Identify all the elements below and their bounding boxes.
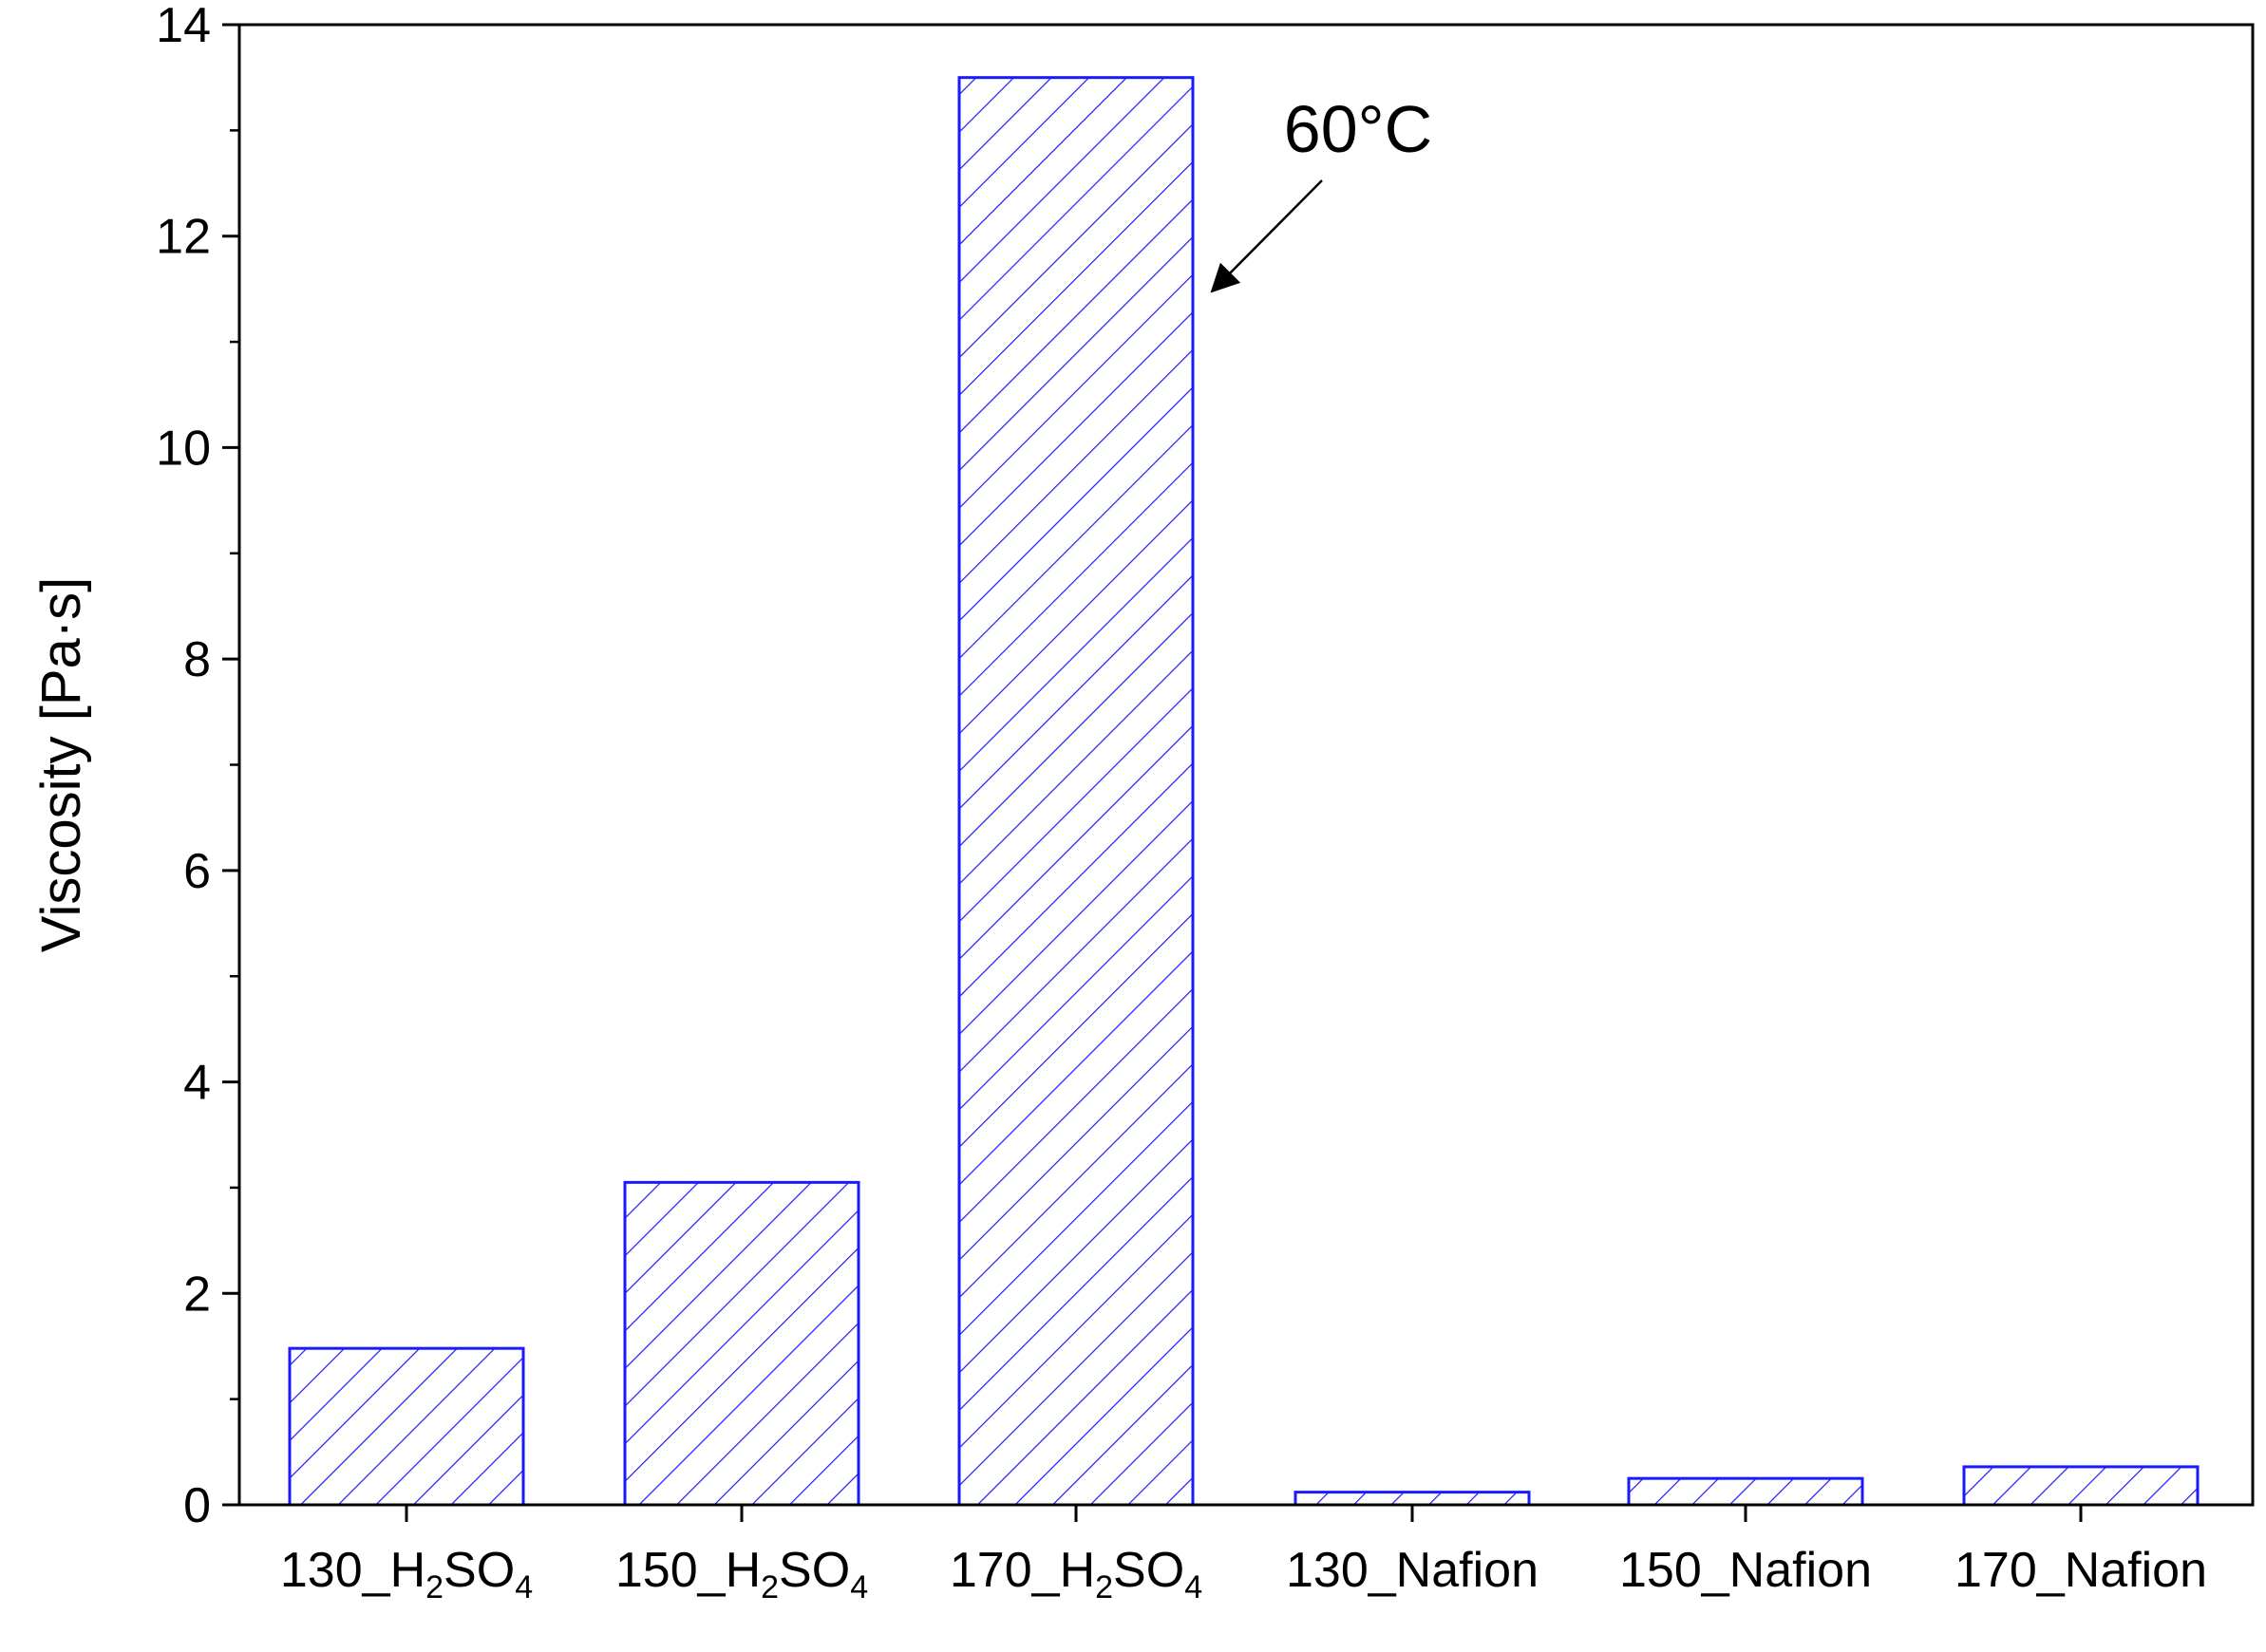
- x-category-label: 170_Nafion: [1954, 1543, 2207, 1598]
- y-axis-title: Viscosity [Pa·s]: [30, 577, 92, 952]
- y-tick-label: 8: [183, 632, 211, 687]
- bar-0: [288, 1346, 525, 1507]
- y-tick-label: 10: [156, 421, 211, 476]
- annotation-label: 60°C: [1284, 92, 1432, 166]
- annotation-arrow: [1210, 179, 1323, 293]
- x-category-label: 170_H2SO4: [950, 1543, 1202, 1605]
- x-category-label: 130_Nafion: [1286, 1543, 1539, 1598]
- bar-4: [1627, 1476, 1864, 1507]
- x-category-label: 150_Nafion: [1619, 1543, 1872, 1598]
- plot-frame: [237, 23, 2255, 1507]
- y-ticks-layer: 0 2 4 6 8 10 12 14: [156, 0, 239, 1533]
- bar-5: [1962, 1465, 2200, 1507]
- x-category-label: 130_H2SO4: [280, 1543, 533, 1605]
- annotation-layer: 60°C: [1210, 92, 1432, 293]
- bar-3: [1294, 1491, 1531, 1507]
- x-category-label: 150_H2SO4: [615, 1543, 868, 1605]
- x-categories-layer: 130_H2SO4 150_H2SO4 170_H2SO4 130_Nafion 150…: [280, 1505, 2207, 1605]
- y-tick-label: 12: [156, 210, 211, 265]
- bar-1: [623, 1180, 860, 1507]
- y-tick-label: 6: [183, 844, 211, 899]
- bars-layer: [288, 76, 2200, 1507]
- axes-layer: [237, 23, 2255, 1507]
- y-tick-label: 14: [156, 0, 211, 53]
- y-tick-label: 0: [183, 1478, 211, 1533]
- bar-2: [957, 76, 1195, 1507]
- y-tick-label: 2: [183, 1267, 211, 1322]
- y-tick-label: 4: [183, 1056, 211, 1111]
